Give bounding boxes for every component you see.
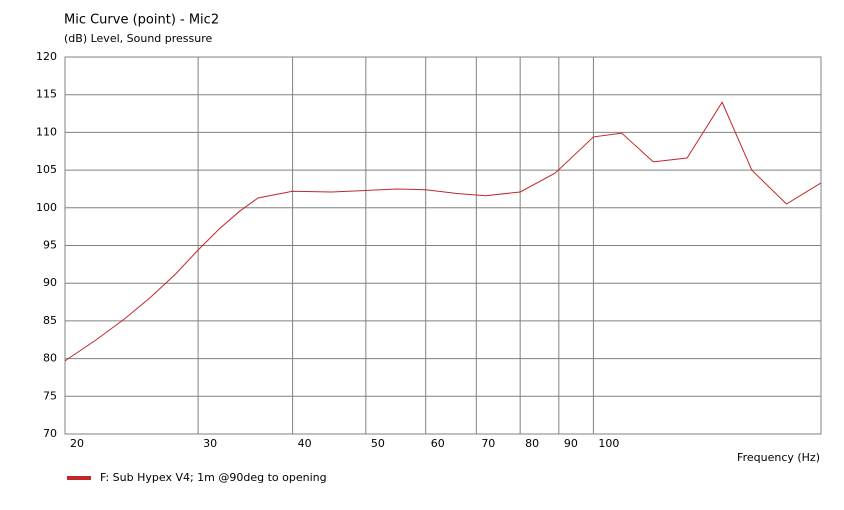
- y-tick-label: 90: [43, 276, 57, 289]
- chart-title: Mic Curve (point) - Mic2: [64, 13, 219, 28]
- x-tick-label: 20: [70, 437, 84, 450]
- x-tick-label: 90: [564, 437, 578, 450]
- y-tick-label: 85: [43, 314, 57, 327]
- x-tick-label: 40: [298, 437, 312, 450]
- y-tick-label: 110: [36, 125, 57, 138]
- y-tick-label: 80: [43, 352, 57, 365]
- legend-label: F: Sub Hypex V4; 1m @90deg to opening: [100, 471, 327, 484]
- y-tick-label: 70: [43, 427, 57, 440]
- x-tick-label: 100: [598, 437, 619, 450]
- legend-swatch: [67, 476, 91, 480]
- y-tick-label: 100: [36, 201, 57, 214]
- x-axis-label: Frequency (Hz): [737, 451, 820, 464]
- data-line: [64, 101, 822, 362]
- y-tick-label: 105: [36, 163, 57, 176]
- y-tick-label: 115: [36, 88, 57, 101]
- x-tick-label: 80: [525, 437, 539, 450]
- x-tick-label: 70: [481, 437, 495, 450]
- y-tick-label: 75: [43, 389, 57, 402]
- x-tick-label: 60: [431, 437, 445, 450]
- x-tick-label: 30: [203, 437, 217, 450]
- x-tick-label: 50: [371, 437, 385, 450]
- y-axis-label: (dB) Level, Sound pressure: [64, 32, 213, 45]
- y-tick-label: 95: [43, 239, 57, 252]
- y-tick-label: 120: [36, 50, 57, 63]
